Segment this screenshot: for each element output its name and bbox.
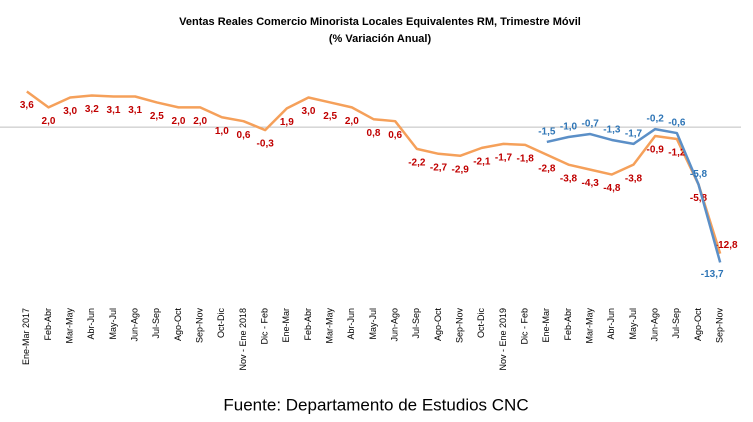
- data-label: -0,2: [647, 114, 665, 125]
- x-tick-label: Mar-May: [325, 308, 335, 344]
- data-label: -1,5: [538, 127, 556, 138]
- x-tick-label: Mar-May: [65, 308, 75, 344]
- data-label: 3,6: [20, 100, 34, 111]
- chart-subtitle: (% Variación Anual): [329, 33, 432, 45]
- x-tick-label: Nov - Ene 2019: [498, 308, 508, 371]
- x-tick-label: Feb-Abr: [303, 308, 313, 341]
- x-tick-label: Sep-Nov: [195, 308, 205, 344]
- data-label: -13,7: [701, 269, 724, 280]
- data-label: -2,2: [408, 157, 426, 168]
- data-label: 3,0: [63, 106, 77, 117]
- data-label: -0,9: [647, 145, 665, 156]
- data-label: 3,1: [107, 105, 121, 116]
- x-tick-label: Jun-Ago: [390, 308, 400, 342]
- data-label: 3,1: [128, 105, 142, 116]
- data-label: -5,8: [690, 193, 708, 204]
- data-label: -3,8: [560, 173, 578, 184]
- x-tick-label: Jul-Sep: [151, 308, 161, 339]
- x-tick-label: Dic - Feb: [520, 308, 530, 345]
- x-tick-label: May-Jul: [108, 308, 118, 340]
- x-tick-label: Abr-Jun: [86, 308, 96, 340]
- data-label: -1,3: [603, 125, 621, 136]
- x-tick-label: Jun-Ago: [650, 308, 660, 342]
- x-tick-label: Jul-Sep: [411, 308, 421, 339]
- x-tick-label: Ene-Mar: [281, 308, 291, 343]
- data-label: -0,7: [582, 119, 600, 130]
- x-tick-label: Nov - Ene 2018: [238, 308, 248, 371]
- x-tick-label: Jul-Sep: [671, 308, 681, 339]
- x-tick-label: May-Jul: [368, 308, 378, 340]
- data-label: -3,8: [625, 173, 643, 184]
- x-tick-label: Sep-Nov: [455, 308, 465, 344]
- x-tick-label: Ago-Oct: [433, 308, 443, 342]
- data-label: -12,8: [715, 240, 738, 251]
- data-label: 1,0: [215, 126, 229, 137]
- data-label: 3,2: [85, 104, 99, 115]
- data-label: 2,0: [172, 116, 186, 127]
- x-tick-label: Oct-Dic: [216, 308, 226, 338]
- chart-title: Ventas Reales Comercio Minorista Locales…: [179, 16, 581, 28]
- data-label: -2,1: [473, 157, 491, 168]
- x-tick-label: May-Jul: [628, 308, 638, 340]
- data-label: -1,7: [495, 153, 513, 164]
- x-tick-label: Jun-Ago: [130, 308, 140, 342]
- x-tick-label: Dic - Feb: [260, 308, 270, 345]
- data-label: 2,0: [42, 116, 56, 127]
- data-label: -2,8: [538, 163, 556, 174]
- data-label: -1,0: [560, 122, 578, 133]
- x-tick-label: Abr-Jun: [606, 308, 616, 340]
- data-label: -2,7: [430, 162, 448, 173]
- x-tick-label: Ene-Mar 2017: [21, 308, 31, 365]
- data-label: 2,5: [323, 111, 337, 122]
- data-label: 2,5: [150, 111, 164, 122]
- data-label: 2,0: [345, 116, 359, 127]
- x-tick-label: Ago-Oct: [693, 308, 703, 342]
- data-label: -1,7: [625, 129, 643, 140]
- data-label: 0,8: [367, 128, 381, 139]
- data-label: -1,2: [668, 148, 686, 159]
- x-tick-label: Mar-May: [585, 308, 595, 344]
- data-label: -1,8: [517, 154, 535, 165]
- series-line: [546, 127, 722, 263]
- source: Fuente: Departamento de Estudios CNC: [223, 395, 528, 414]
- data-label: -5,8: [690, 169, 708, 180]
- data-label: 1,9: [280, 117, 294, 128]
- x-tick-label: Feb-Abr: [43, 308, 53, 341]
- data-label: 0,6: [237, 130, 251, 141]
- series-line: [26, 90, 722, 254]
- x-tick-label: Sep-Nov: [715, 308, 725, 344]
- data-label: 0,6: [388, 130, 402, 141]
- x-tick-label: Feb-Abr: [563, 308, 573, 341]
- data-label: 3,0: [302, 106, 316, 117]
- x-tick-label: Abr-Jun: [346, 308, 356, 340]
- data-label: -2,9: [452, 164, 470, 175]
- x-tick-label: Ene-Mar: [541, 308, 551, 343]
- data-label: -4,8: [603, 183, 621, 194]
- data-label: -0,6: [668, 118, 686, 129]
- x-tick-label: Oct-Dic: [476, 308, 486, 338]
- data-label: -4,3: [582, 178, 600, 189]
- x-tick-label: Ago-Oct: [173, 308, 183, 342]
- data-label: 2,0: [193, 116, 207, 127]
- data-label: -0,3: [257, 139, 275, 150]
